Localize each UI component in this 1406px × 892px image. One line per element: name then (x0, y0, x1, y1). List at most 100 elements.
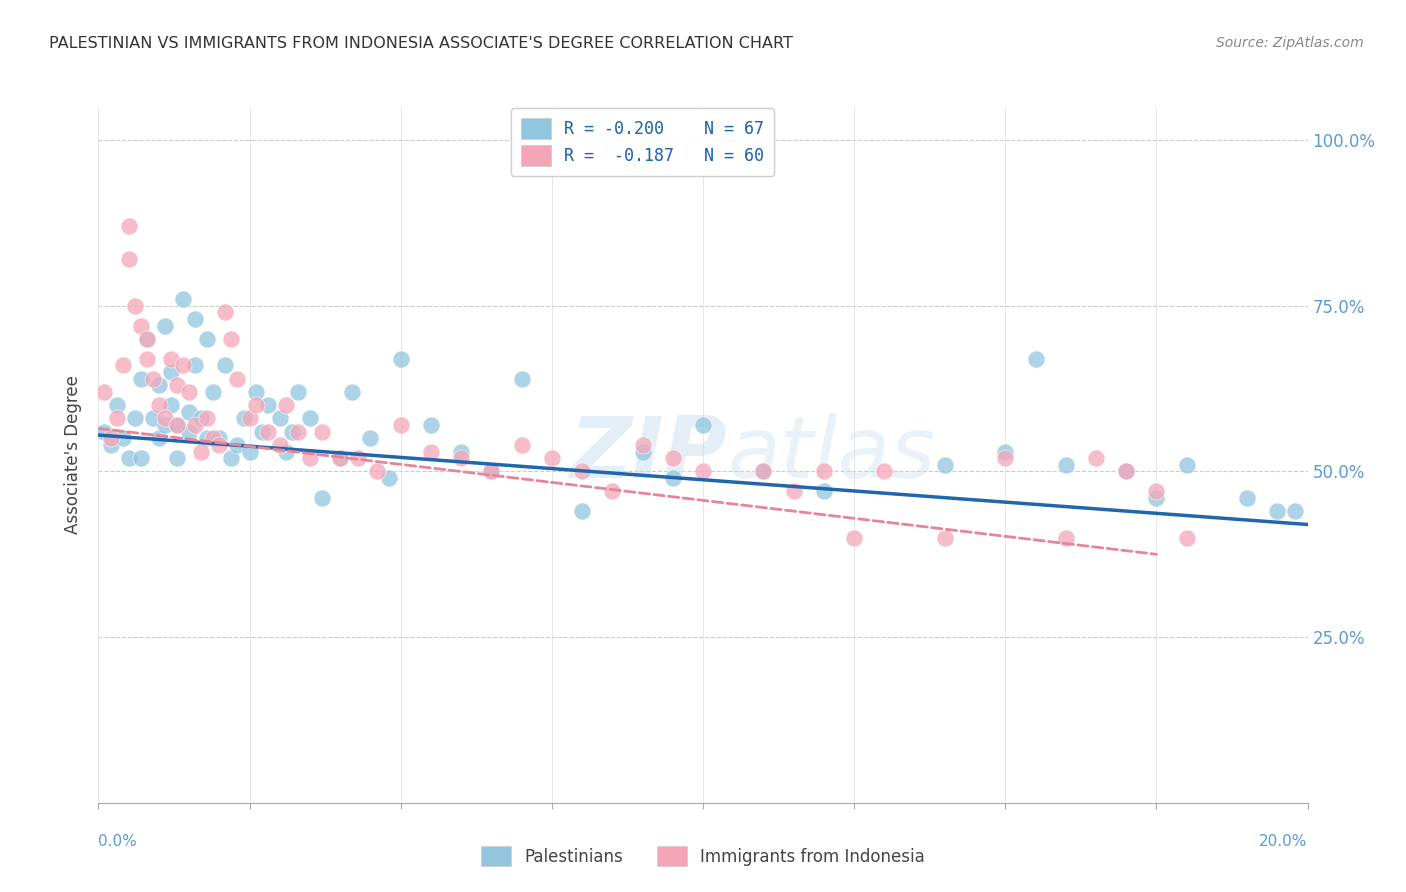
Point (166, 418, 188, 433)
Point (256, 425, 278, 439)
Point (813, 484, 835, 499)
Point (360, 431, 382, 445)
Point (208, 438, 231, 452)
Point (111, 431, 134, 445)
Point (311, 425, 333, 439)
Point (129, 318, 152, 333)
Point (450, 451, 472, 466)
Point (287, 425, 309, 439)
Point (571, 465, 593, 479)
Point (100, 438, 122, 452)
Point (148, 398, 170, 412)
Point (692, 418, 714, 433)
Point (118, 252, 141, 267)
Point (111, 359, 134, 373)
Point (342, 384, 364, 399)
Point (631, 438, 654, 452)
Text: Source: ZipAtlas.com: Source: ZipAtlas.com (1216, 36, 1364, 50)
Point (202, 384, 225, 399)
Point (481, 465, 503, 479)
Point (299, 411, 322, 425)
Point (93, 425, 115, 439)
Point (221, 451, 243, 466)
Point (602, 484, 624, 499)
Point (179, 405, 201, 419)
Point (105, 411, 128, 425)
Point (153, 318, 176, 333)
Point (100, 431, 122, 445)
Point (1085, 451, 1108, 466)
Point (208, 431, 231, 445)
Point (752, 465, 775, 479)
Point (93, 384, 115, 399)
Point (179, 425, 201, 439)
Point (1175, 531, 1198, 545)
Point (239, 411, 262, 425)
Point (1024, 351, 1046, 366)
Point (631, 444, 654, 458)
Point (299, 451, 322, 466)
Point (160, 398, 183, 412)
Point (1267, 504, 1289, 518)
Point (124, 411, 146, 425)
Point (1144, 491, 1167, 505)
Point (1054, 458, 1077, 472)
Point (190, 444, 212, 458)
Point (994, 444, 1017, 458)
Point (135, 351, 157, 366)
Point (873, 465, 896, 479)
Point (179, 384, 201, 399)
Point (118, 219, 141, 234)
Point (287, 384, 309, 399)
Point (389, 418, 412, 433)
Point (142, 411, 165, 425)
Point (184, 312, 207, 326)
Point (269, 438, 291, 452)
Text: 0.0%: 0.0% (98, 834, 138, 849)
Point (311, 491, 333, 505)
Point (274, 444, 297, 458)
Point (172, 292, 194, 306)
Point (256, 398, 278, 412)
Point (1284, 504, 1306, 518)
Point (783, 484, 806, 499)
Legend: Palestinians, Immigrants from Indonesia: Palestinians, Immigrants from Indonesia (472, 838, 934, 875)
Point (420, 418, 443, 433)
Point (214, 305, 236, 319)
Point (510, 372, 533, 386)
Point (232, 411, 254, 425)
Point (662, 471, 685, 485)
Point (377, 471, 399, 485)
Point (129, 451, 152, 466)
Point (245, 384, 267, 399)
Point (166, 418, 188, 433)
Point (934, 531, 956, 545)
Point (329, 451, 352, 466)
Point (994, 451, 1017, 466)
Point (274, 398, 297, 412)
Point (844, 531, 866, 545)
Point (752, 465, 775, 479)
Point (1144, 484, 1167, 499)
Point (153, 411, 176, 425)
Point (221, 332, 243, 346)
Point (692, 465, 714, 479)
Point (1115, 465, 1137, 479)
Point (202, 431, 225, 445)
Point (124, 299, 146, 313)
Point (450, 444, 472, 458)
Point (510, 438, 533, 452)
Point (148, 431, 170, 445)
Point (166, 378, 188, 392)
Point (226, 438, 249, 452)
Point (281, 425, 304, 439)
Point (105, 398, 128, 412)
Text: atlas: atlas (727, 413, 935, 497)
Point (184, 418, 207, 433)
Point (153, 418, 176, 433)
Point (571, 504, 593, 518)
Point (389, 351, 412, 366)
Point (250, 425, 273, 439)
Point (366, 465, 388, 479)
Point (135, 332, 157, 346)
